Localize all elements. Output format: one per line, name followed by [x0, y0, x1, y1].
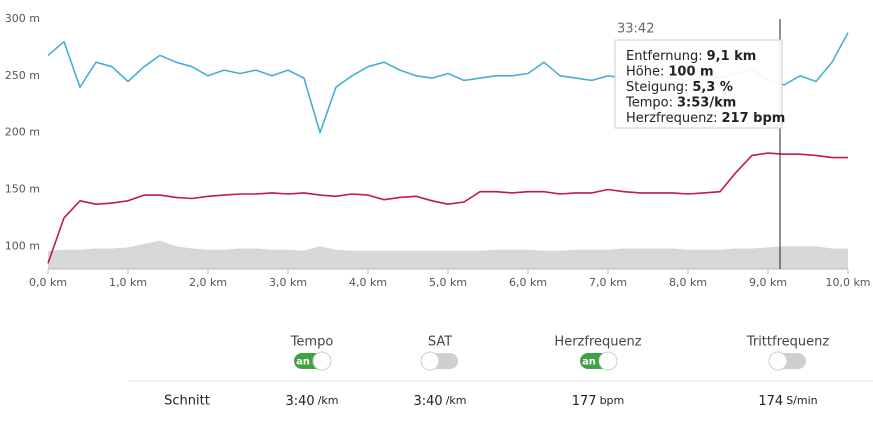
tooltip-row: Herzfrequenz: 217 bpm — [626, 111, 785, 126]
tooltip-value: 3:53/km — [677, 95, 736, 110]
toggle[interactable] — [768, 351, 806, 371]
tooltip-label: Tempo: — [625, 95, 673, 110]
average-value: 177 bpm — [572, 394, 625, 409]
tooltip-box — [614, 39, 783, 129]
toggle[interactable] — [420, 351, 458, 371]
y-tick-label: 100 m — [5, 239, 40, 252]
y-tick-label: 250 m — [5, 69, 40, 82]
toggle[interactable]: an — [294, 351, 332, 371]
toggle-knob[interactable] — [312, 351, 332, 371]
tooltip-label: Herzfrequenz: — [626, 111, 718, 126]
tooltip-title: 33:42 — [617, 22, 654, 37]
average-unit: /km — [318, 394, 339, 407]
x-tick-label: 0,0 km — [29, 276, 67, 289]
tooltip-label: Entfernung: — [626, 49, 703, 64]
x-tick-label: 10,0 km — [825, 276, 870, 289]
series-line — [47, 152, 848, 264]
average-value: 174 S/min — [758, 394, 817, 409]
toggle-label: SAT — [428, 335, 452, 350]
x-tick-label: 4,0 km — [349, 276, 387, 289]
toggle-state: an — [296, 357, 310, 368]
toggle-label: Herzfrequenz — [554, 335, 641, 350]
tooltip-label: Höhe: — [626, 64, 664, 79]
toggle[interactable]: an — [580, 351, 618, 371]
average-number: 3:40 — [286, 394, 315, 409]
toggle-knob[interactable] — [598, 351, 618, 371]
average-unit: S/min — [786, 394, 817, 407]
average-number: 177 — [572, 394, 597, 409]
tooltip-value: 100 m — [668, 64, 713, 79]
x-tick-label: 1,0 km — [109, 276, 147, 289]
tooltip-value: 5,3 % — [692, 80, 733, 95]
x-tick-label: 3,0 km — [269, 276, 307, 289]
x-tick-label: 7,0 km — [589, 276, 627, 289]
y-tick-label: 200 m — [5, 126, 40, 139]
average-value: 3:40/km — [286, 394, 339, 409]
toggle-knob[interactable] — [768, 351, 788, 371]
tooltip-value: 217 bpm — [722, 111, 786, 126]
x-tick-label: 2,0 km — [189, 276, 227, 289]
toggle-knob[interactable] — [420, 351, 440, 371]
average-number: 174 — [758, 394, 783, 409]
average-unit: /km — [446, 394, 467, 407]
toggle-label: Tempo — [290, 335, 334, 350]
tooltip-row: Entfernung: 9,1 km — [626, 49, 756, 64]
average-value: 3:40/km — [414, 394, 467, 409]
tooltip-row: Tempo: 3:53/km — [625, 95, 736, 110]
toggle-label: Trittfrequenz — [746, 335, 830, 350]
average-number: 3:40 — [414, 394, 443, 409]
tooltip-row: Höhe: 100 m — [626, 64, 714, 79]
x-tick-label: 8,0 km — [669, 276, 707, 289]
tooltip-row: Steigung: 5,3 % — [626, 80, 733, 95]
toggle-state: an — [582, 357, 596, 368]
tooltip-value: 9,1 km — [707, 49, 757, 64]
y-tick-label: 300 m — [5, 12, 40, 25]
x-tick-label: 6,0 km — [509, 276, 547, 289]
x-tick-label: 9,0 km — [749, 276, 787, 289]
average-label: Schnitt — [164, 394, 210, 409]
average-unit: bpm — [600, 394, 625, 407]
x-tick-label: 5,0 km — [429, 276, 467, 289]
tooltip-label: Steigung: — [626, 80, 688, 95]
elevation-area — [48, 240, 848, 269]
y-tick-label: 150 m — [5, 182, 40, 195]
